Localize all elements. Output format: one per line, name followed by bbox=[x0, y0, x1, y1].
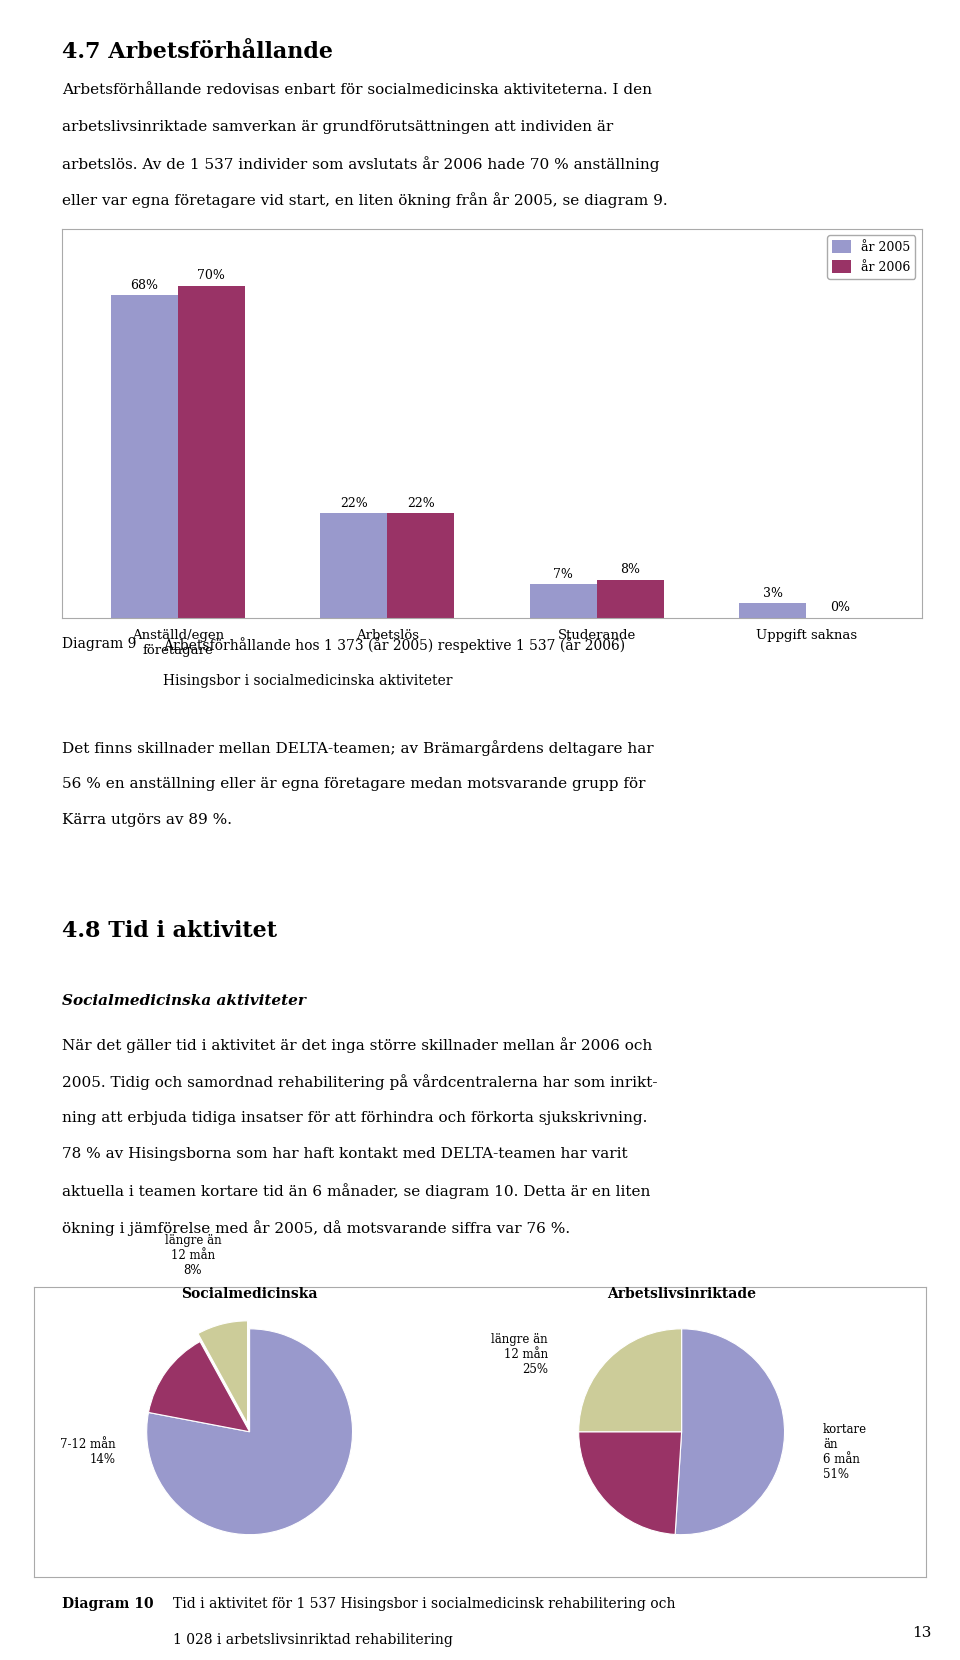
Bar bbox=[110, 295, 178, 618]
Wedge shape bbox=[579, 1328, 682, 1431]
Text: ökning i jämförelse med år 2005, då motsvarande siffra var 76 %.: ökning i jämförelse med år 2005, då mots… bbox=[62, 1220, 570, 1237]
Title: Arbetslivsinriktade: Arbetslivsinriktade bbox=[607, 1286, 756, 1300]
Text: längre än
12 mån
8%: längre än 12 mån 8% bbox=[165, 1235, 222, 1278]
Text: Arbetsförhållande redovisas enbart för socialmedicinska aktiviteterna. I den: Arbetsförhållande redovisas enbart för s… bbox=[62, 83, 653, 96]
Text: 2005. Tidig och samordnad rehabilitering på vårdcentralerna har som inrikt-: 2005. Tidig och samordnad rehabilitering… bbox=[62, 1074, 658, 1091]
Text: 4.8 Tid i aktivitet: 4.8 Tid i aktivitet bbox=[62, 920, 277, 941]
Text: Arbetsförhållande hos 1 373 (år 2005) respektive 1 537 (år 2006): Arbetsförhållande hos 1 373 (år 2005) re… bbox=[163, 637, 625, 654]
Text: 7%: 7% bbox=[553, 568, 573, 581]
Text: 13: 13 bbox=[912, 1627, 931, 1640]
Text: kortare
än
6 mån
51%: kortare än 6 mån 51% bbox=[823, 1423, 867, 1481]
Text: längre än
12 mån
25%: längre än 12 mån 25% bbox=[492, 1333, 548, 1376]
Wedge shape bbox=[147, 1328, 352, 1534]
Text: Tid i aktivitet för 1 537 Hisingsbor i socialmedicinsk rehabilitering och: Tid i aktivitet för 1 537 Hisingsbor i s… bbox=[173, 1597, 675, 1610]
Legend: år 2005, år 2006: år 2005, år 2006 bbox=[828, 236, 915, 279]
Text: 22%: 22% bbox=[407, 496, 435, 510]
Text: aktuella i teamen kortare tid än 6 månader, se diagram 10. Detta är en liten: aktuella i teamen kortare tid än 6 månad… bbox=[62, 1184, 651, 1200]
Bar bbox=[321, 513, 387, 618]
Text: 56 % en anställning eller är egna företagare medan motsvarande grupp för: 56 % en anställning eller är egna företa… bbox=[62, 777, 646, 790]
Text: arbetslös. Av de 1 537 individer som avslutats år 2006 hade 70 % anställning: arbetslös. Av de 1 537 individer som avs… bbox=[62, 156, 660, 173]
Text: arbetslivsinriktade samverkan är grundförutsättningen att individen är: arbetslivsinriktade samverkan är grundfö… bbox=[62, 120, 613, 133]
Bar bbox=[530, 584, 597, 618]
Bar bbox=[597, 579, 663, 618]
Bar bbox=[178, 286, 245, 618]
Text: 0%: 0% bbox=[829, 601, 850, 614]
Wedge shape bbox=[579, 1431, 682, 1534]
Wedge shape bbox=[198, 1321, 248, 1424]
Text: Diagram 10: Diagram 10 bbox=[62, 1597, 154, 1610]
Text: 68%: 68% bbox=[131, 279, 158, 292]
Text: Diagram 9: Diagram 9 bbox=[62, 637, 136, 651]
Text: 78 % av Hisingsborna som har haft kontakt med DELTA-teamen har varit: 78 % av Hisingsborna som har haft kontak… bbox=[62, 1147, 628, 1160]
Text: 22%: 22% bbox=[340, 496, 368, 510]
Title: Socialmedicinska: Socialmedicinska bbox=[181, 1286, 318, 1300]
Bar bbox=[387, 513, 454, 618]
Text: Hisingsbor i socialmedicinska aktiviteter: Hisingsbor i socialmedicinska aktivitete… bbox=[163, 674, 453, 687]
Text: 70%: 70% bbox=[197, 269, 226, 282]
Bar bbox=[739, 603, 806, 618]
Text: ning att erbjuda tidiga insatser för att förhindra och förkorta sjukskrivning.: ning att erbjuda tidiga insatser för att… bbox=[62, 1111, 648, 1124]
Text: Kärra utgörs av 89 %.: Kärra utgörs av 89 %. bbox=[62, 813, 232, 827]
Wedge shape bbox=[675, 1328, 784, 1534]
Text: När det gäller tid i aktivitet är det inga större skillnader mellan år 2006 och: När det gäller tid i aktivitet är det in… bbox=[62, 1038, 653, 1054]
Text: Socialmedicinska aktiviteter: Socialmedicinska aktiviteter bbox=[62, 994, 306, 1008]
Text: eller var egna företagare vid start, en liten ökning från år 2005, se diagram 9.: eller var egna företagare vid start, en … bbox=[62, 193, 668, 209]
Text: 4.7 Arbetsförhållande: 4.7 Arbetsförhållande bbox=[62, 42, 333, 63]
Text: 7-12 mån
14%: 7-12 mån 14% bbox=[60, 1438, 116, 1466]
Wedge shape bbox=[149, 1341, 250, 1431]
Text: 1 028 i arbetslivsinriktad rehabilitering: 1 028 i arbetslivsinriktad rehabiliterin… bbox=[173, 1633, 453, 1647]
Text: Det finns skillnader mellan DELTA-teamen; av Brämargårdens deltagare har: Det finns skillnader mellan DELTA-teamen… bbox=[62, 740, 654, 757]
Text: 3%: 3% bbox=[763, 586, 782, 599]
Text: 8%: 8% bbox=[620, 563, 640, 576]
